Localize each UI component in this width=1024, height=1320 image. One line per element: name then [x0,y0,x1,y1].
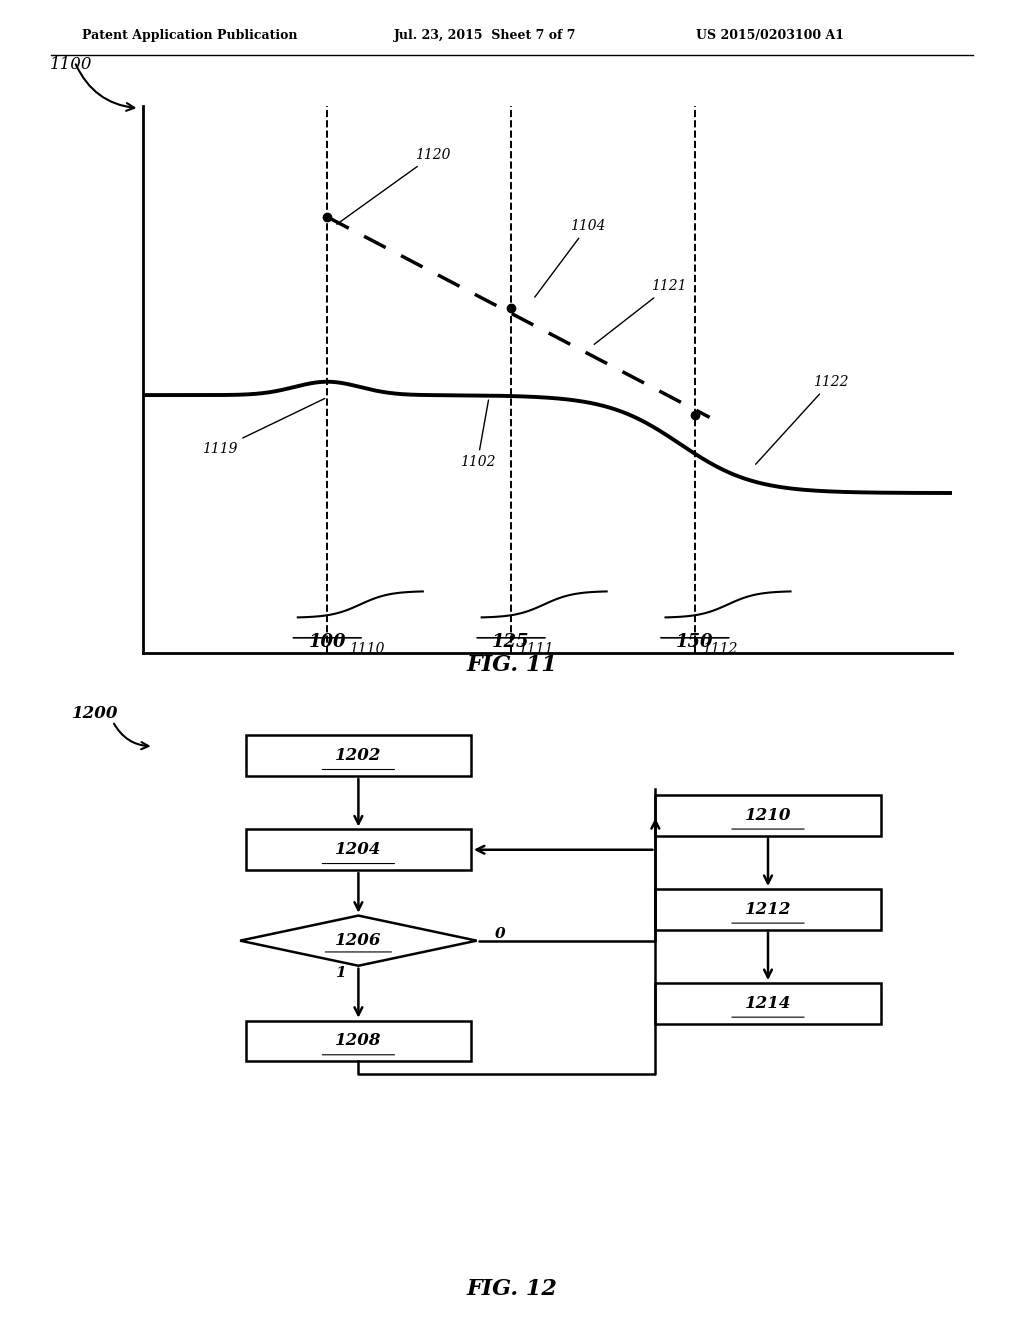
Text: FIG. 12: FIG. 12 [467,1278,557,1300]
Text: 1214: 1214 [744,995,792,1012]
Bar [246,1020,471,1061]
Text: FIG. 11: FIG. 11 [467,653,557,676]
Text: 0: 0 [496,927,506,941]
Text: US 2015/0203100 A1: US 2015/0203100 A1 [696,29,845,42]
Text: 150: 150 [676,634,714,651]
Polygon shape [240,916,477,966]
Text: 100: 100 [308,634,346,651]
Bar [246,829,471,870]
Text: 1112: 1112 [702,643,737,656]
Text: Jul. 23, 2015  Sheet 7 of 7: Jul. 23, 2015 Sheet 7 of 7 [394,29,577,42]
Text: 1212: 1212 [744,900,792,917]
Text: 1200: 1200 [72,705,118,722]
Text: 1208: 1208 [335,1032,382,1049]
Text: 1122: 1122 [756,375,848,465]
Text: 1210: 1210 [744,807,792,824]
Text: 1206: 1206 [335,932,382,949]
Bar [655,983,881,1024]
Text: Patent Application Publication: Patent Application Publication [82,29,297,42]
Text: 1100: 1100 [50,57,93,74]
Text: 1202: 1202 [335,747,382,764]
Text: 1: 1 [335,966,345,979]
Text: 1121: 1121 [594,280,686,345]
Text: 1119: 1119 [202,399,325,455]
Text: 1120: 1120 [337,148,451,224]
Text: 125: 125 [493,634,529,651]
Text: 1204: 1204 [335,841,382,858]
Text: 1110: 1110 [349,643,385,656]
Bar [246,735,471,776]
Bar [655,795,881,836]
Text: 1104: 1104 [535,219,605,297]
Bar [655,888,881,929]
Text: 1111: 1111 [518,643,554,656]
Text: 1102: 1102 [460,400,495,470]
